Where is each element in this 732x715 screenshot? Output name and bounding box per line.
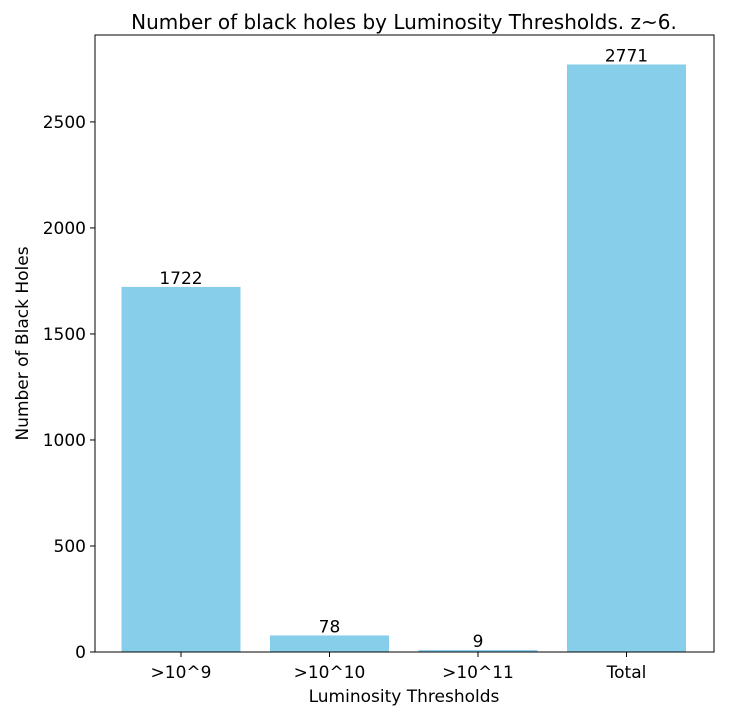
y-tick-label-5: 2500	[43, 113, 86, 133]
data-label-3: 2771	[605, 46, 648, 66]
data-label-1: 78	[319, 617, 341, 637]
bar-2	[418, 650, 538, 652]
data-label-0: 1722	[159, 269, 202, 289]
y-axis-ticks: 0 500 1000 1500 2000 2500	[43, 113, 95, 663]
y-tick-label-1: 500	[54, 537, 86, 557]
y-tick-label-2: 1000	[43, 431, 86, 451]
x-tick-label-3: Total	[606, 663, 647, 683]
y-tick-label-0: 0	[75, 643, 86, 663]
bars-group	[121, 64, 686, 653]
x-tick-label-2: >10^11	[442, 663, 514, 683]
x-tick-label-0: >10^9	[151, 663, 212, 683]
y-tick-label-4: 2000	[43, 219, 86, 239]
bar-3	[567, 64, 686, 653]
plot-frame	[94, 34, 715, 653]
x-tick-label-1: >10^10	[294, 663, 366, 683]
data-labels-group: 1722 78 9 2771	[159, 46, 648, 652]
x-axis-ticks: >10^9 >10^10 >10^11 Total	[151, 652, 647, 683]
y-axis-label: Number of Black Holes	[13, 246, 33, 440]
data-label-2: 9	[473, 632, 484, 652]
y-tick-label-3: 1500	[43, 325, 86, 345]
bar-0	[121, 286, 241, 652]
x-axis-label: Luminosity Thresholds	[309, 687, 500, 707]
chart-title: Number of black holes by Luminosity Thre…	[131, 10, 677, 34]
bar-1	[270, 635, 389, 652]
